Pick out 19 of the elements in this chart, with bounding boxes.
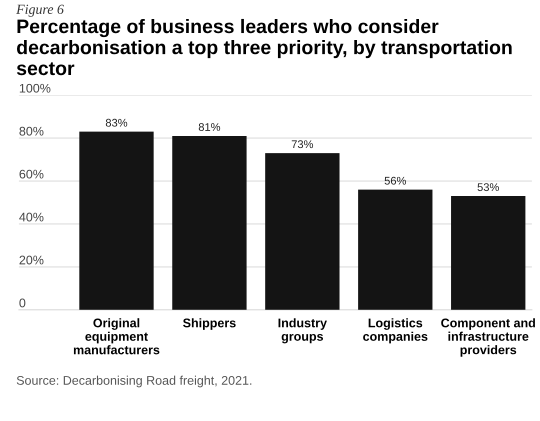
y-tick-label: 100% — [20, 84, 50, 93]
source-note: Source: Decarbonising Road freight, 2021. — [16, 376, 252, 388]
x-tick-label: Logistics companies — [363, 318, 428, 344]
data-label: 53% — [478, 183, 499, 192]
data-label: 83% — [106, 118, 128, 127]
x-tick-label: Industry groups — [278, 318, 327, 344]
y-tick-label: 0 — [19, 298, 26, 308]
data-label: 73% — [292, 140, 314, 148]
y-tick-label: 80% — [19, 126, 44, 136]
x-tick-label: Component and infrastructure providers — [441, 318, 535, 357]
y-tick-label: 20% — [20, 256, 44, 264]
x-tick-label: Original equipment manufacturers — [74, 318, 160, 354]
y-tick-label: 60% — [20, 170, 44, 179]
data-label: 56% — [384, 176, 406, 185]
data-label: 81% — [198, 123, 220, 131]
chart-title: Percentage of business leaders who consider decarbonisation a top three priority, by transportation sector — [16, 18, 512, 76]
y-tick-label: 40% — [19, 212, 44, 222]
caption: Figure 6 — [16, 4, 64, 17]
x-tick-label: Shippers — [183, 318, 236, 330]
